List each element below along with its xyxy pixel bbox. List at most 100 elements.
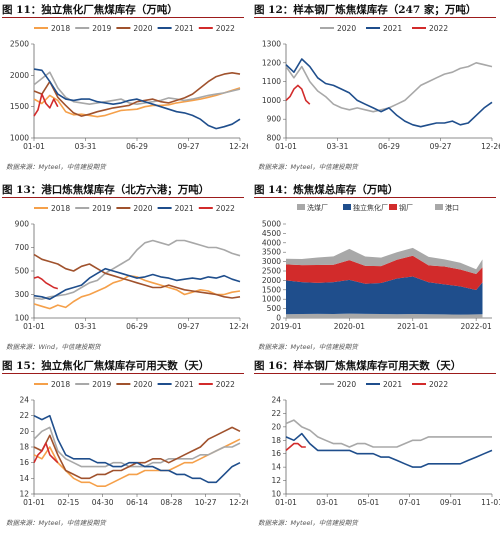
chart-panel-16: 图 16：样本钢厂炼焦煤库存可用天数（天） 2020 2021 2022 10 12 14… — [252, 356, 500, 530]
series-line — [33, 93, 59, 117]
x-tick-label: 06-29 — [126, 322, 148, 331]
chart-plot: 洗煤厂 独立焦化厂 钢厂 港口 0500100015002000250030003500… — [262, 203, 492, 331]
legend-swatch — [389, 204, 397, 210]
x-tick-label: 04-30 — [92, 498, 114, 507]
x-tick-label: 03-31 — [327, 142, 349, 151]
y-tick-label: 1000 — [262, 96, 281, 105]
series-line — [285, 442, 306, 452]
y-tick-label: 16 — [271, 449, 281, 458]
chart-panel-15: 图 15：独立焦化厂焦煤库存可用天数（天） 2018 2019 2020 2021 20… — [0, 356, 248, 530]
legend-swatch — [343, 204, 351, 210]
x-tick-label: 2021-01 — [397, 322, 429, 331]
series-line — [33, 438, 241, 487]
y-tick-label: 24 — [271, 396, 281, 405]
x-tick-label: 12-26 — [481, 142, 500, 151]
x-tick-label: 05-01 — [358, 498, 380, 507]
x-tick-label: 12-26 — [229, 498, 248, 507]
chart-title: 图 15：独立焦化厂焦煤库存可用天数（天） — [2, 360, 210, 372]
legend-label: 2022 — [216, 24, 235, 33]
chart-source: 数据来源：Wind，中信建投期货 — [6, 343, 101, 351]
legend-label: 2020 — [133, 204, 152, 213]
y-tick-label: 12 — [19, 490, 29, 499]
chart-panel-12: 图 12：样本钢厂炼焦煤库存（247 家；万吨） 2020 2021 2022 800… — [252, 0, 500, 174]
legend-label: 2022 — [216, 204, 235, 213]
legend-label: 2020 — [337, 24, 356, 33]
chart-title: 图 13：港口炼焦煤库存（北方六港；万吨） — [2, 184, 210, 196]
series-line — [33, 276, 59, 290]
x-tick-label: 01-01 — [23, 498, 45, 507]
y-tick-label: 2000 — [10, 71, 29, 80]
y-tick-label: 900 — [267, 115, 282, 124]
series-line — [33, 72, 241, 117]
chart-source: 数据来源：Myteel，中信建投期货 — [258, 519, 358, 527]
y-tick-label: 3000 — [262, 257, 281, 266]
legend-label: 2021 — [383, 24, 402, 33]
legend-label: 钢厂 — [399, 203, 413, 212]
y-tick-label: 14 — [271, 463, 281, 472]
y-tick-label: 4000 — [262, 238, 281, 247]
legend-label: 2020 — [337, 380, 356, 389]
y-tick-label: 1300 — [262, 40, 281, 49]
y-tick-label: 10 — [271, 490, 281, 499]
legend-label: 2022 — [216, 380, 235, 389]
y-tick-label: 1500 — [10, 102, 29, 111]
legend-label: 2021 — [175, 24, 194, 33]
y-tick-label: 24 — [19, 396, 29, 405]
y-tick-label: 3500 — [262, 248, 281, 257]
chart-source: 数据来源：Myteel，中信建投期货 — [6, 519, 106, 527]
area-series — [286, 313, 483, 318]
y-tick-label: 900 — [15, 220, 30, 229]
legend-label: 2021 — [175, 380, 194, 389]
x-tick-label: 2020-01 — [334, 322, 366, 331]
chart-title: 图 12：样本钢厂炼焦煤库存（247 家；万吨） — [254, 4, 477, 16]
legend-swatch — [297, 204, 305, 210]
y-tick-label: 0 — [276, 314, 281, 323]
y-tick-label: 20 — [271, 422, 281, 431]
title-rule — [2, 17, 244, 18]
legend-label: 2021 — [383, 380, 402, 389]
y-tick-label: 2500 — [262, 267, 281, 276]
x-tick-label: 03-31 — [75, 142, 97, 151]
x-tick-label: 03-31 — [75, 322, 97, 331]
y-tick-label: 12 — [271, 476, 281, 485]
chart-source: 数据来源：Myteel，中信建投期货 — [258, 343, 358, 351]
legend-label: 2018 — [51, 24, 70, 33]
series-line — [33, 426, 241, 468]
series-line — [33, 267, 241, 300]
y-tick-label: 500 — [267, 304, 282, 313]
title-rule — [254, 17, 496, 18]
series-line — [285, 62, 493, 113]
legend-label: 洗煤厂 — [307, 203, 328, 212]
chart-source: 数据来源：Myteel，中信建投期货 — [6, 163, 106, 171]
legend-swatch — [435, 204, 443, 210]
x-tick-label: 12-26 — [229, 322, 248, 331]
x-tick-label: 02-15 — [57, 498, 79, 507]
x-tick-label: 09-27 — [178, 322, 200, 331]
y-tick-label: 300 — [15, 290, 30, 299]
series-line — [285, 84, 311, 105]
chart-panel-13: 图 13：港口炼焦煤库存（北方六港；万吨） 2018 2019 2020 2021 20… — [0, 180, 248, 354]
x-tick-label: 03-01 — [316, 498, 338, 507]
y-tick-label: 700 — [15, 243, 30, 252]
y-tick-label: 1000 — [10, 134, 29, 143]
x-tick-label: 11-01 — [481, 498, 500, 507]
series-line — [33, 253, 241, 299]
series-line — [33, 68, 241, 130]
legend-label: 2022 — [429, 24, 448, 33]
x-tick-label: 09-27 — [430, 142, 452, 151]
series-line — [33, 414, 241, 484]
y-tick-label: 500 — [15, 267, 30, 276]
legend-label: 2018 — [51, 204, 70, 213]
chart-plot: 2018 2019 2020 2021 2022 100 300 500 700 900 01-01… — [15, 204, 248, 331]
chart-plot: 2020 2021 2022 800 900 1000 1100 1200 1300 01-01 0… — [262, 24, 500, 151]
chart-plot: 2018 2019 2020 2021 2022 1000 1500 2000 2500 01-0… — [10, 24, 248, 151]
y-tick-label: 2000 — [262, 276, 281, 285]
series-line — [33, 239, 241, 300]
title-rule — [254, 197, 496, 198]
x-tick-label: 01-01 — [23, 322, 45, 331]
legend-label: 2018 — [51, 380, 70, 389]
x-tick-label: 2022-01 — [460, 322, 492, 331]
y-tick-label: 4500 — [262, 229, 281, 238]
legend-label: 2020 — [133, 380, 152, 389]
